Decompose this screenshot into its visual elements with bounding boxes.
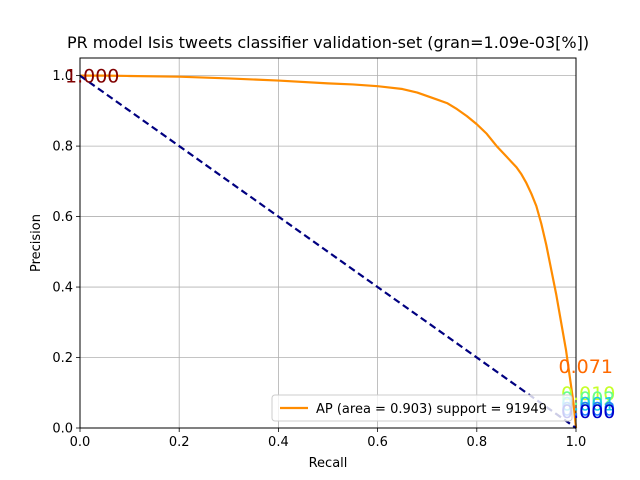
baseline-dashed-line — [79, 74, 577, 429]
x-tick-label: 0.6 — [367, 435, 388, 450]
threshold-label: 0.000 — [561, 399, 615, 421]
x-tick-label: 0.4 — [268, 435, 289, 450]
x-axis-label: Recall — [309, 456, 348, 471]
y-axis-label: Precision — [29, 214, 44, 272]
y-tick-label: 1.0 — [52, 69, 73, 84]
legend-entry-label: AP (area = 0.903) support = 91949 — [316, 402, 547, 417]
threshold-label: 0.010 — [561, 383, 615, 405]
axis-ticks: 0.0 0.2 0.4 0.6 0.8 1.0 0.0 0.2 0.4 0.6 0.8 1.0 — [52, 69, 586, 450]
pr-curve-line — [80, 74, 578, 429]
threshold-label: 0.000 — [561, 401, 615, 423]
threshold-label: 0.002 — [561, 388, 615, 410]
threshold-label: 1.000 — [65, 66, 119, 88]
y-tick-label: 0.0 — [52, 422, 73, 437]
threshold-label: 0.001 — [561, 393, 615, 415]
x-tick-label: 0.2 — [169, 435, 190, 450]
series-group — [79, 74, 578, 429]
threshold-label: 0.071 — [559, 356, 613, 378]
y-tick-label: 0.2 — [52, 351, 73, 366]
x-tick-label: 0.0 — [70, 435, 91, 450]
y-tick-label: 0.6 — [52, 210, 73, 225]
y-tick-label: 0.8 — [52, 140, 73, 155]
chart-title: PR model Isis tweets classifier validati… — [67, 33, 589, 52]
x-tick-label: 1.0 — [566, 435, 587, 450]
legend-frame — [271, 394, 573, 422]
legend: AP (area = 0.903) support = 91949 — [271, 394, 573, 422]
plot-frame — [79, 57, 577, 429]
x-tick-label: 0.8 — [466, 435, 487, 450]
grid-lines — [79, 58, 577, 429]
y-tick-label: 0.4 — [52, 281, 73, 296]
